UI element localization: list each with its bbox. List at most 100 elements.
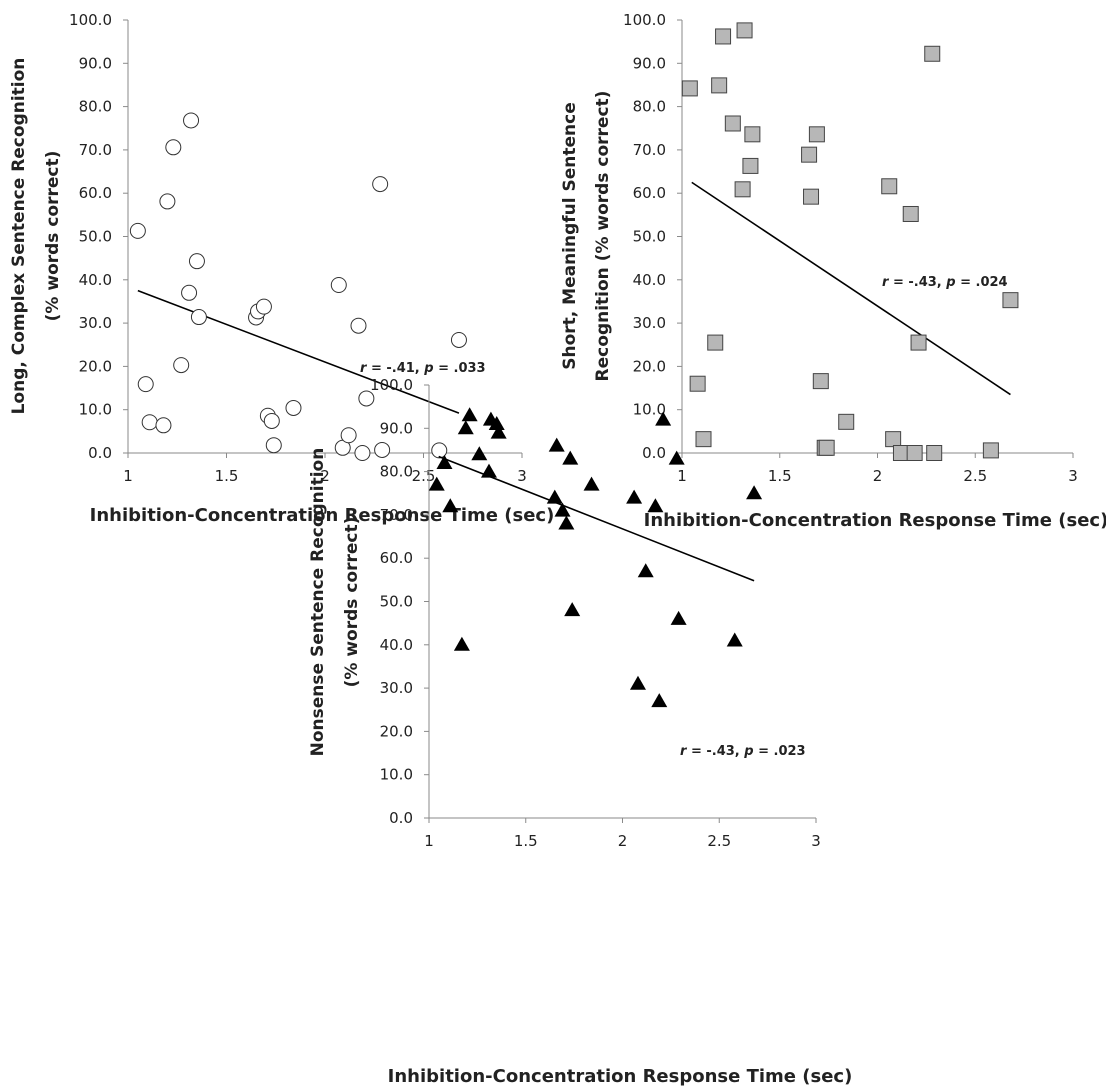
data-point (711, 77, 728, 94)
x-tick-label: 3 (1068, 467, 1078, 485)
y-tick-label: 60.0 (633, 184, 666, 202)
y-axis-label: Short, Meaningful Sentence (560, 102, 580, 370)
annotation-part: = -.43, (686, 744, 744, 759)
trendline (137, 289, 460, 414)
data-point (372, 176, 389, 193)
x-axis-label: Inhibition-Concentration Response Time (… (90, 505, 555, 526)
data-point (629, 675, 646, 690)
x-tick-label: 1 (123, 467, 133, 485)
y-tick-label: 90.0 (380, 419, 413, 437)
annotation-part: r (882, 275, 890, 290)
y-tick-label: 20.0 (633, 357, 666, 375)
data-point (129, 222, 146, 239)
data-point (668, 450, 685, 465)
y-tick-label: 70.0 (79, 141, 112, 159)
data-point (453, 636, 470, 651)
y-tick-label: 20.0 (79, 357, 112, 375)
y-tick-label: 80.0 (79, 98, 112, 116)
data-point (681, 80, 698, 97)
data-point (746, 485, 763, 500)
data-point (726, 632, 743, 647)
y-tick-label: 80.0 (633, 98, 666, 116)
data-point (742, 157, 759, 174)
y-tick-label: 50.0 (79, 228, 112, 246)
data-point (173, 357, 190, 374)
y-tick-label: 10.0 (79, 401, 112, 419)
data-point (924, 45, 941, 62)
data-point (461, 407, 478, 422)
annotation-part: p (945, 275, 955, 290)
data-point (358, 390, 375, 407)
data-point (340, 427, 357, 444)
data-point (885, 431, 902, 448)
y-axis-label: Long, Complex Sentence Recognition (9, 58, 29, 415)
data-point (354, 445, 371, 461)
data-point (689, 375, 706, 392)
y-tick-label: 100.0 (623, 11, 666, 29)
data-point (564, 602, 581, 617)
y-tick-label: 60.0 (380, 549, 413, 567)
y-tick-label: 70.0 (633, 141, 666, 159)
data-point (442, 498, 459, 513)
data-point (558, 515, 575, 530)
x-tick-label: 3 (517, 467, 527, 485)
data-point (838, 413, 855, 430)
y-axis-label: (% words correct) (43, 151, 63, 322)
data-point (744, 126, 761, 143)
data-point (188, 253, 205, 270)
annotation-part: = .033 (434, 361, 486, 376)
annotation-part: r (360, 361, 368, 376)
data-point (457, 420, 474, 435)
x-tick-label: 1.5 (215, 467, 239, 485)
y-tick-label: 40.0 (633, 271, 666, 289)
data-point (982, 442, 999, 459)
correlation-annotation: r = -.41, p = .033 (360, 361, 486, 376)
x-tick-label: 1 (677, 467, 687, 485)
y-tick-label: 0.0 (389, 809, 413, 827)
data-point (707, 334, 724, 351)
x-tick-label: 2 (873, 467, 883, 485)
annotation-part: = .024 (956, 275, 1008, 290)
data-point (480, 463, 497, 478)
data-point (801, 146, 818, 163)
data-point (431, 442, 448, 459)
data-point (818, 439, 835, 456)
data-point (655, 411, 672, 426)
y-tick-label: 10.0 (633, 401, 666, 419)
data-point (803, 188, 820, 205)
y-tick-label: 90.0 (633, 54, 666, 72)
data-point (1002, 292, 1019, 309)
data-point (263, 412, 280, 429)
y-tick-label: 30.0 (633, 314, 666, 332)
data-point (548, 437, 565, 452)
data-point (583, 476, 600, 491)
y-tick-label: 30.0 (79, 314, 112, 332)
data-point (562, 450, 579, 465)
data-point (647, 498, 664, 513)
annotation-part: = -.43, (888, 275, 946, 290)
data-point (734, 181, 751, 198)
data-point (255, 298, 272, 315)
data-point (910, 334, 927, 351)
y-tick-label: 40.0 (79, 271, 112, 289)
data-point (926, 445, 943, 461)
data-point (554, 502, 571, 517)
data-point (724, 115, 741, 132)
data-point (155, 417, 172, 434)
data-point (330, 276, 347, 293)
data-point (190, 309, 207, 326)
data-point (471, 446, 488, 461)
y-tick-label: 0.0 (88, 444, 112, 462)
data-point (812, 373, 829, 390)
data-point (695, 431, 712, 448)
data-point (715, 28, 732, 45)
y-tick-label: 50.0 (633, 228, 666, 246)
x-tick-label: 1 (424, 832, 434, 850)
y-tick-label: 70.0 (380, 506, 413, 524)
chart-3: 0.010.020.030.040.050.060.070.080.090.01… (308, 376, 852, 1087)
y-tick-label: 90.0 (79, 54, 112, 72)
annotation-part: p (743, 744, 753, 759)
x-tick-label: 2 (320, 467, 330, 485)
chart-2: 0.0 10.0 20.0 30.0 40.0 50.0 60.0 70.0 80.0 90.0 1… (560, 11, 1106, 531)
y-tick-label: 100.0 (69, 11, 112, 29)
